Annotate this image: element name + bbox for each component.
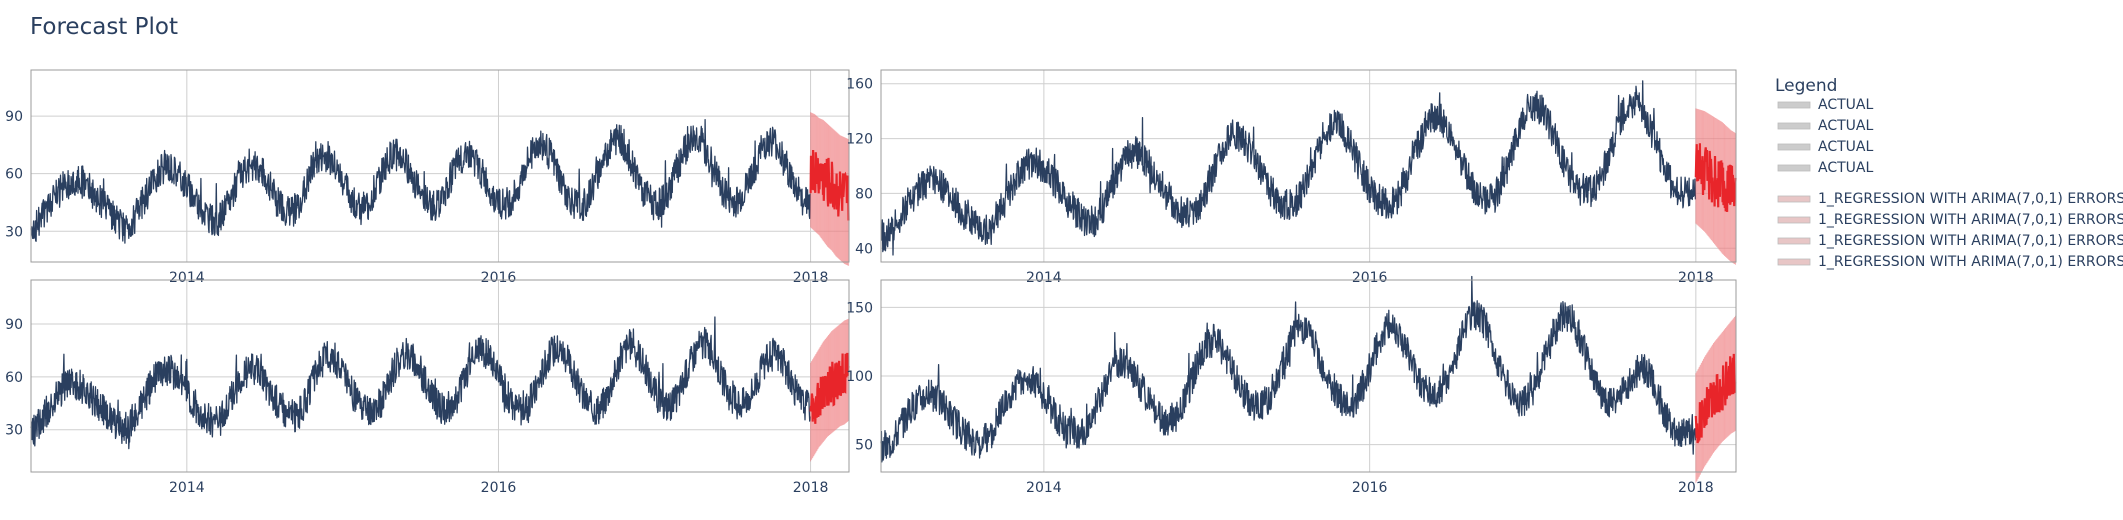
x-tick-label: 2016	[1352, 270, 1388, 286]
y-tick-label: 90	[5, 109, 23, 125]
legend-swatch	[1777, 258, 1811, 266]
x-tick-label: 2016	[1352, 480, 1388, 496]
subplot-top-left: 30 60 90 2014 2016 2018	[5, 69, 850, 286]
actual-series-line	[30, 316, 811, 450]
legend-label: ACTUAL	[1818, 139, 1873, 155]
legend-label: 1_REGRESSION WITH ARIMA(7,0,1) ERRORS	[1818, 233, 2123, 249]
x-tick-label: 2014	[169, 270, 205, 286]
forecast-mean-line	[1694, 353, 1737, 444]
forecast-mean-line	[809, 149, 850, 221]
plot-area-frame	[30, 69, 850, 263]
legend-swatch	[1777, 143, 1811, 151]
actual-series-line	[880, 275, 1697, 463]
legend-title: Legend	[1775, 76, 1837, 96]
x-tick-label: 2018	[1678, 270, 1714, 286]
y-tick-label: 90	[5, 317, 23, 333]
x-tick-label: 2014	[1026, 480, 1062, 496]
forecast-mean-line	[809, 352, 850, 424]
legend-swatch	[1777, 164, 1811, 172]
legend-label: 1_REGRESSION WITH ARIMA(7,0,1) ERRORS	[1818, 191, 2123, 207]
y-tick-label: 60	[5, 167, 23, 183]
subplot-top-right: 40 80 120 160 2014 2016 2018	[846, 69, 1737, 286]
plot-area-frame	[880, 279, 1737, 473]
y-tick-label: 100	[846, 369, 873, 385]
y-tick-label: 160	[846, 77, 873, 93]
y-tick-label: 60	[5, 370, 23, 386]
forecast-mean-line	[1694, 143, 1737, 212]
legend-label: ACTUAL	[1818, 97, 1873, 113]
x-tick-label: 2016	[481, 480, 517, 496]
x-tick-label: 2014	[169, 480, 205, 496]
y-tick-label: 150	[846, 300, 873, 316]
subplot-bottom-left: 30 60 90 2014 2016 2018	[5, 279, 850, 496]
legend-swatch	[1777, 101, 1811, 109]
x-tick-label: 2018	[1678, 480, 1714, 496]
legend-swatch	[1777, 122, 1811, 130]
y-tick-label: 120	[846, 132, 873, 148]
x-tick-label: 2018	[793, 480, 829, 496]
actual-series-line	[880, 80, 1697, 256]
x-tick-label: 2016	[481, 270, 517, 286]
y-tick-label: 80	[855, 186, 873, 202]
legend-label: ACTUAL	[1818, 160, 1873, 176]
actual-series-line	[30, 118, 811, 244]
legend-swatch	[1777, 216, 1811, 224]
plot-area-frame	[30, 279, 850, 473]
y-tick-label: 50	[855, 438, 873, 454]
y-tick-label: 30	[5, 423, 23, 439]
legend-label: ACTUAL	[1818, 118, 1873, 134]
legend-label: 1_REGRESSION WITH ARIMA(7,0,1) ERRORS	[1818, 254, 2123, 270]
figure-title: Forecast Plot	[30, 14, 178, 40]
plot-area-frame	[880, 69, 1737, 263]
legend: Legend ACTUAL ACTUAL ACTUAL ACTUAL 1_REGRESS…	[1775, 76, 2123, 270]
legend-swatch	[1777, 195, 1811, 203]
x-tick-label: 2014	[1026, 270, 1062, 286]
legend-label: 1_REGRESSION WITH ARIMA(7,0,1) ERRORS	[1818, 212, 2123, 228]
subplot-bottom-right: 50 100 150 2014 2016 2018	[846, 275, 1737, 496]
x-tick-label: 2018	[793, 270, 829, 286]
y-tick-label: 30	[5, 224, 23, 240]
y-tick-label: 40	[855, 241, 873, 257]
legend-swatch	[1777, 237, 1811, 245]
